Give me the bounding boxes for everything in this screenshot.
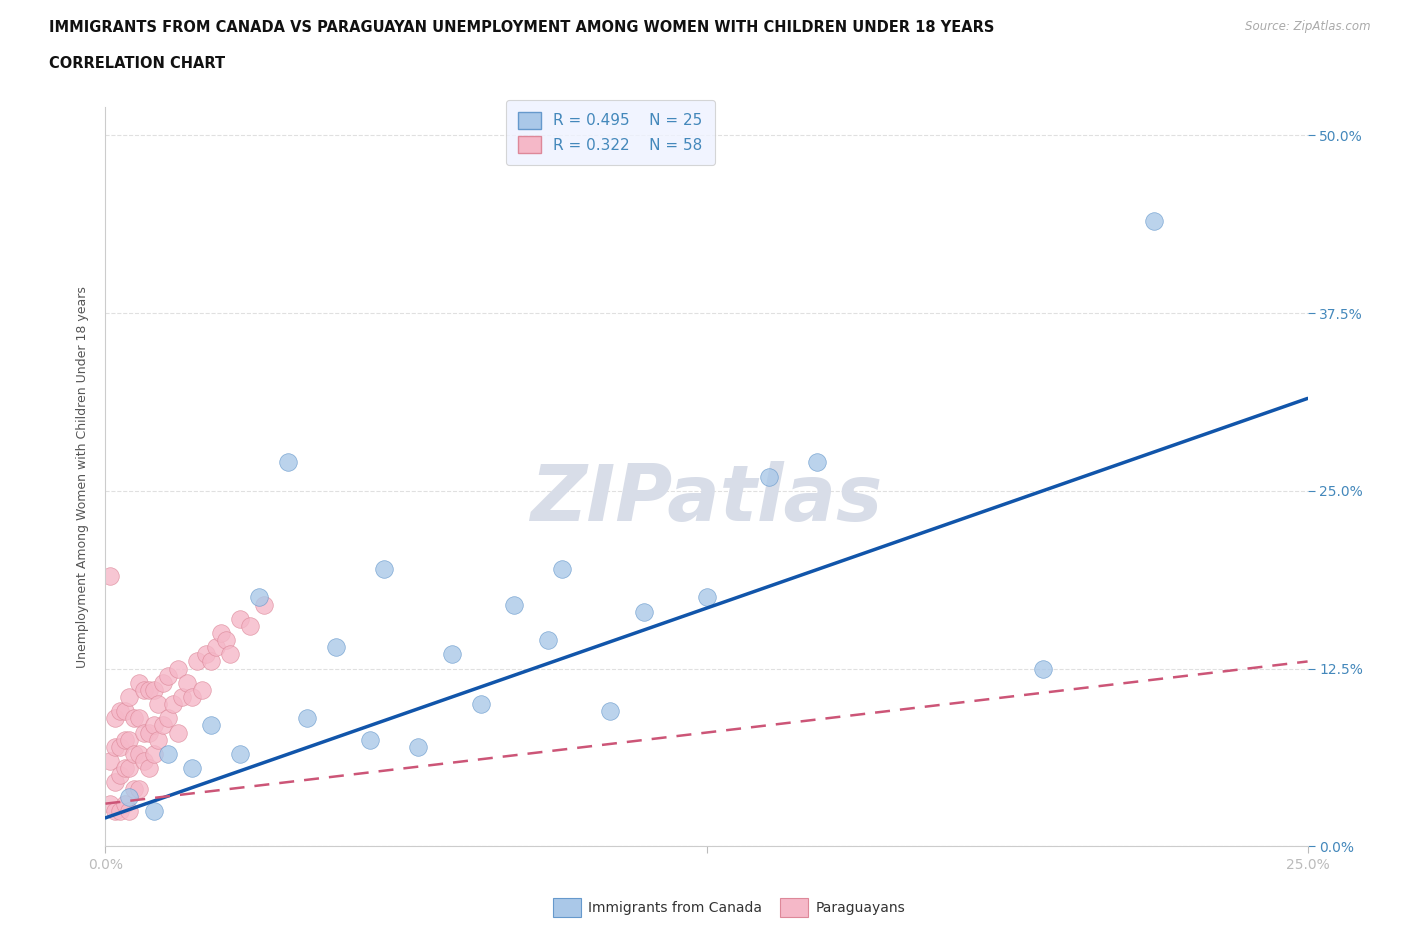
Point [190,683,212,698]
Point [98,796,121,811]
Point [118,804,141,818]
Point [108,739,131,754]
Point [162,697,184,711]
Point [114,761,136,776]
Point [108,768,131,783]
Point [104,739,127,754]
Point [166,661,188,676]
Point [142,804,165,818]
Y-axis label: Unemployment Among Women with Children Under 18 years: Unemployment Among Women with Children U… [76,286,89,668]
Point [200,654,222,669]
Text: ZIPatlas: ZIPatlas [530,460,883,537]
Text: IMMIGRANTS FROM CANADA VS PARAGUAYAN UNEMPLOYMENT AMONG WOMEN WITH CHILDREN UNDE: IMMIGRANTS FROM CANADA VS PARAGUAYAN UNE… [49,20,994,35]
Point [132,753,155,768]
Point [98,569,121,584]
Point [108,804,131,818]
Point [124,747,146,762]
Point [104,804,127,818]
Point [253,597,276,612]
Point [148,697,170,711]
Point [209,626,232,641]
Point [373,562,395,577]
Point [148,732,170,747]
Point [406,739,429,754]
Point [1032,661,1054,676]
Point [181,761,204,776]
Point [599,704,621,719]
Text: Paraguayans: Paraguayans [815,900,905,915]
Point [132,683,155,698]
Point [537,632,560,647]
Point [325,640,347,655]
Point [124,711,146,725]
Point [758,470,780,485]
Point [98,753,121,768]
Text: Immigrants from Canada: Immigrants from Canada [588,900,762,915]
Point [128,782,150,797]
Point [114,704,136,719]
Text: CORRELATION CHART: CORRELATION CHART [49,56,225,71]
Point [239,618,262,633]
Point [470,697,492,711]
Point [132,725,155,740]
Point [277,455,299,470]
Point [156,711,179,725]
Point [128,675,150,690]
Point [118,761,141,776]
Point [138,725,160,740]
Point [166,725,188,740]
Point [297,711,319,725]
Point [104,711,127,725]
Point [128,711,150,725]
Legend: R = 0.495    N = 25, R = 0.322    N = 58: R = 0.495 N = 25, R = 0.322 N = 58 [506,100,714,166]
Point [1143,213,1166,228]
Point [118,789,141,804]
Point [551,562,574,577]
Point [229,747,252,762]
Point [128,747,150,762]
Point [142,683,165,698]
Point [114,732,136,747]
Point [200,718,222,733]
Point [156,669,179,684]
Point [142,747,165,762]
Point [186,654,208,669]
Point [108,704,131,719]
Point [214,632,236,647]
Point [138,683,160,698]
Point [806,455,828,470]
Point [104,775,127,790]
Point [114,796,136,811]
Point [440,647,463,662]
Point [359,732,381,747]
Point [152,718,174,733]
Point [503,597,526,612]
Point [124,782,146,797]
Point [205,640,228,655]
Point [633,604,655,619]
Point [229,611,252,626]
Text: Source: ZipAtlas.com: Source: ZipAtlas.com [1246,20,1371,33]
Point [195,647,218,662]
Point [696,590,718,604]
Point [181,689,204,704]
Point [142,718,165,733]
Point [156,747,179,762]
Point [118,732,141,747]
Point [138,761,160,776]
Point [176,675,198,690]
Point [247,590,270,604]
Point [172,689,194,704]
Point [219,647,242,662]
Point [118,689,141,704]
Point [152,675,174,690]
